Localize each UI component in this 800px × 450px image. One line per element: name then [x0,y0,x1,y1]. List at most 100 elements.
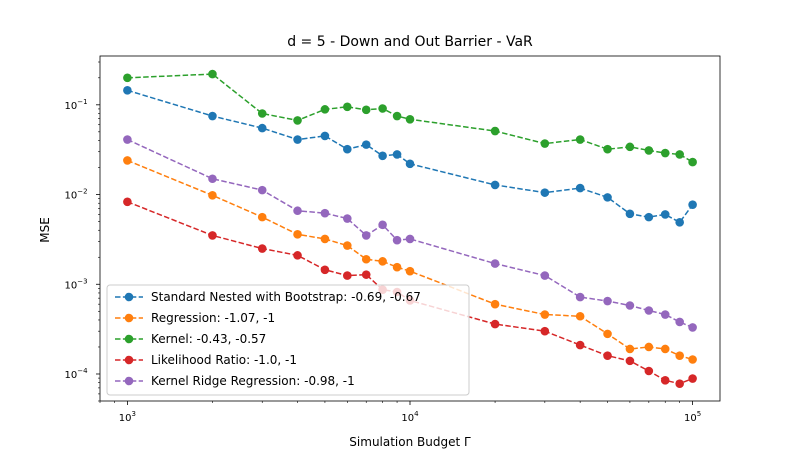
data-point [675,150,684,159]
data-point [208,191,217,200]
legend-item: Kernel: -0.43, -0.57 [115,332,266,346]
data-point [320,105,330,114]
x-tick-label: 104 [401,410,419,424]
data-point [293,230,302,239]
data-point [257,185,267,195]
data-point [490,299,500,309]
data-point [688,200,697,210]
data-point [378,257,387,266]
legend-label: Likelihood Ratio: -1.0, -1 [151,353,297,367]
data-point [343,214,352,223]
data-point [675,218,684,227]
data-point [625,142,635,152]
series-4 [123,135,697,332]
data-point [575,135,585,144]
data-point [688,355,697,364]
data-point [490,319,500,329]
data-point [257,109,267,118]
x-tick-label: 105 [684,410,701,424]
data-point [625,301,635,310]
data-point [361,140,371,149]
data-point [603,296,612,306]
data-point [644,366,654,376]
data-point [405,114,415,124]
legend-marker [124,292,134,302]
x-tick-label: 103 [119,410,136,424]
data-point [361,254,371,264]
data-point [405,234,415,244]
x-axis-label: Simulation Budget Γ [349,435,471,449]
legend-item: Regression: -1.07, -1 [115,311,275,325]
data-point [603,193,612,202]
data-point [208,174,217,184]
series-2 [123,69,697,167]
data-point [540,271,550,280]
legend-label: Regression: -1.07, -1 [151,311,275,325]
data-point [392,111,402,121]
legend-box [106,284,470,396]
data-point [343,144,352,154]
data-point [392,150,402,159]
y-tick-label: 10−2 [64,188,87,202]
data-point [490,259,500,268]
data-point [343,271,352,280]
data-point [603,144,612,154]
data-point [257,123,267,133]
data-point [320,131,330,141]
data-point [320,265,330,275]
data-point [644,146,654,155]
data-point [575,292,585,302]
y-tick-label: 10−4 [64,367,88,381]
data-point [603,351,612,360]
data-point [392,262,402,272]
data-point [644,342,654,352]
data-point [123,197,132,207]
data-point [293,135,302,144]
data-point [660,344,670,354]
data-point [540,139,550,148]
data-point [343,102,352,112]
data-point [320,234,330,244]
y-tick-label: 10−3 [64,277,87,291]
legend-marker [124,313,134,323]
data-point [405,159,415,169]
data-point [320,208,330,218]
data-point [660,376,670,385]
data-point [675,379,684,388]
y-tick-label: 10−1 [64,98,87,112]
data-point [675,317,684,327]
series-1 [123,156,697,364]
legend-marker [124,334,134,344]
data-point [378,220,387,230]
data-point [625,209,635,219]
data-point [625,344,635,354]
legend-item: Standard Nested with Bootstrap: -0.69, -… [115,290,421,304]
data-point [361,270,371,279]
data-point [343,241,352,250]
data-point [392,235,402,245]
data-point [490,180,500,190]
data-point [660,148,670,158]
data-point [208,111,217,121]
data-point [575,311,585,321]
chart-title: d = 5 - Down and Out Barrier - VaR [287,34,533,50]
legend-item: Likelihood Ratio: -1.0, -1 [115,353,297,367]
data-point [625,356,635,366]
data-point [123,73,132,83]
legend-label: Standard Nested with Bootstrap: -0.69, -… [151,290,421,304]
data-point [675,351,684,360]
data-point [361,231,371,240]
legend-label: Kernel: -0.43, -0.57 [151,332,266,346]
data-point [644,306,654,315]
data-point [688,157,697,167]
data-point [575,340,585,350]
data-point [208,69,217,79]
data-point [257,212,267,222]
data-point [688,374,697,383]
data-point [644,212,654,222]
data-point [293,206,302,216]
data-point [688,323,697,332]
legend-label: Kernel Ridge Regression: -0.98, -1 [151,374,355,388]
data-point [208,231,217,240]
